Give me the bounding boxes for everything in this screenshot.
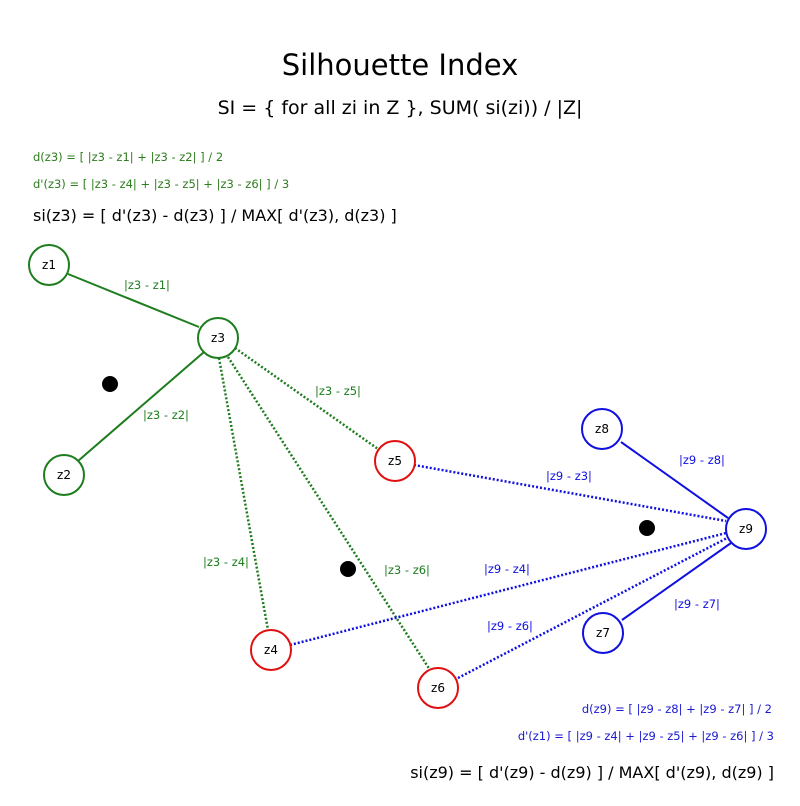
centroid-red	[340, 561, 356, 577]
node-z7: z7	[582, 612, 624, 654]
node-z6: z6	[417, 667, 459, 709]
centroid-green	[102, 376, 118, 392]
edge-z9-z3	[413, 463, 727, 523]
edge-label-z9-z3: |z9 - z3|	[546, 469, 592, 483]
edge-z9-z4	[289, 531, 727, 647]
node-label-z1: z1	[42, 258, 56, 272]
si-z3-formula: si(z3) = [ d'(z3) - d(z3) ] / MAX[ d'(z3…	[33, 206, 397, 225]
edge-z3-z6	[226, 356, 432, 671]
node-label-z2: z2	[57, 468, 71, 482]
node-label-z7: z7	[596, 626, 610, 640]
edge-z9-z6	[457, 535, 730, 680]
edge-label-z3-z4: |z3 - z4|	[203, 555, 249, 569]
edge-z3-z5	[234, 346, 379, 451]
edge-label-z3-z2: |z3 - z2|	[143, 408, 189, 422]
node-label-z5: z5	[388, 454, 402, 468]
edge-z3-z2	[77, 351, 205, 462]
edge-label-z9-z7: |z9 - z7|	[674, 597, 720, 611]
node-z3: z3	[197, 317, 239, 359]
centroid-blue	[639, 520, 655, 536]
node-z1: z1	[28, 244, 70, 286]
edge-label-z9-z8: |z9 - z8|	[679, 453, 725, 467]
node-label-z8: z8	[595, 422, 609, 436]
d-z3-formula: d(z3) = [ |z3 - z1| + |z3 - z2| ] / 2	[33, 150, 224, 164]
dprime-z1-formula: d'(z1) = [ |z9 - z4| + |z9 - z5| + |z9 -…	[517, 729, 774, 743]
node-label-z4: z4	[264, 643, 278, 657]
d-z9-formula: d(z9) = [ |z9 - z8| + |z9 - z7| ] / 2	[581, 702, 772, 716]
edge-label-z3-z5: |z3 - z5|	[315, 384, 361, 398]
edge-label-z9-z4: |z9 - z4|	[484, 562, 530, 576]
edge-label-z3-z6: |z3 - z6|	[384, 563, 430, 577]
edge-z9-z7	[621, 542, 732, 621]
node-z4: z4	[250, 629, 292, 671]
edge-z3-z4	[217, 357, 270, 631]
node-z9: z9	[725, 508, 767, 550]
si-formula: SI = { for all zi in Z }, SUM( si(zi)) /…	[217, 97, 583, 119]
edge-z9-z8	[620, 441, 729, 519]
diagram-title: Silhouette Index	[281, 48, 519, 82]
edge-z3-z1	[67, 273, 200, 328]
si-z9-formula: si(z9) = [ d'(z9) - d(z9) ] / MAX[ d'(z9…	[410, 763, 774, 782]
node-z5: z5	[374, 440, 416, 482]
node-label-z6: z6	[431, 681, 445, 695]
edge-label-z9-z6: |z9 - z6|	[487, 619, 533, 633]
node-z8: z8	[581, 408, 623, 450]
node-label-z3: z3	[211, 331, 225, 345]
edge-label-z3-z1: |z3 - z1|	[124, 278, 170, 292]
node-z2: z2	[43, 454, 85, 496]
dprime-z3-formula: d'(z3) = [ |z3 - z4| + |z3 - z5| + |z3 -…	[33, 177, 290, 191]
node-label-z9: z9	[739, 522, 753, 536]
